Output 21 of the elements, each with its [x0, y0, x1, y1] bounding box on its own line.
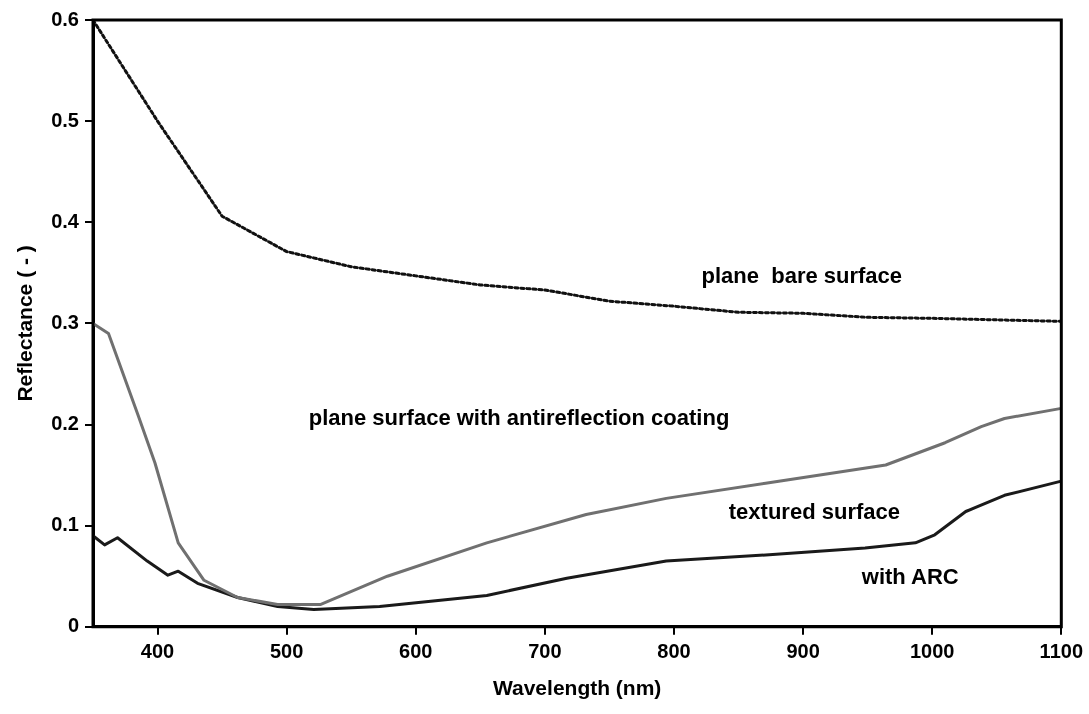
- x-tick-label: 1100: [1039, 640, 1083, 663]
- y-axis-title: Reflectance ( - ): [13, 245, 37, 402]
- series-label: plane bare surface: [701, 262, 903, 288]
- y-tick-label: 0.2: [51, 412, 79, 435]
- x-tick-label: 500: [269, 640, 304, 663]
- x-tick-label: 600: [399, 640, 433, 663]
- text: plane surface with antireflection coating: [308, 405, 730, 431]
- x-tick-label: 900: [786, 640, 820, 663]
- x-tick-label: 1000: [909, 640, 955, 663]
- line-series: [93, 20, 1062, 323]
- text: textured surface with ARC: [728, 499, 959, 590]
- y-tick-label: 0.1: [51, 513, 79, 536]
- y-tick-label: 0.5: [51, 108, 79, 131]
- x-tick-label: 400: [140, 640, 175, 663]
- y-tick-label: 0.6: [51, 7, 79, 30]
- x-axis-title: Wavelength (nm): [492, 676, 662, 700]
- y-tick-label: 0.4: [51, 209, 80, 232]
- x-tick-label: 800: [657, 640, 691, 663]
- x-tick-label: 700: [528, 640, 562, 663]
- y-tick-label: 0: [67, 614, 79, 637]
- y-tick-label: 0.3: [51, 310, 79, 333]
